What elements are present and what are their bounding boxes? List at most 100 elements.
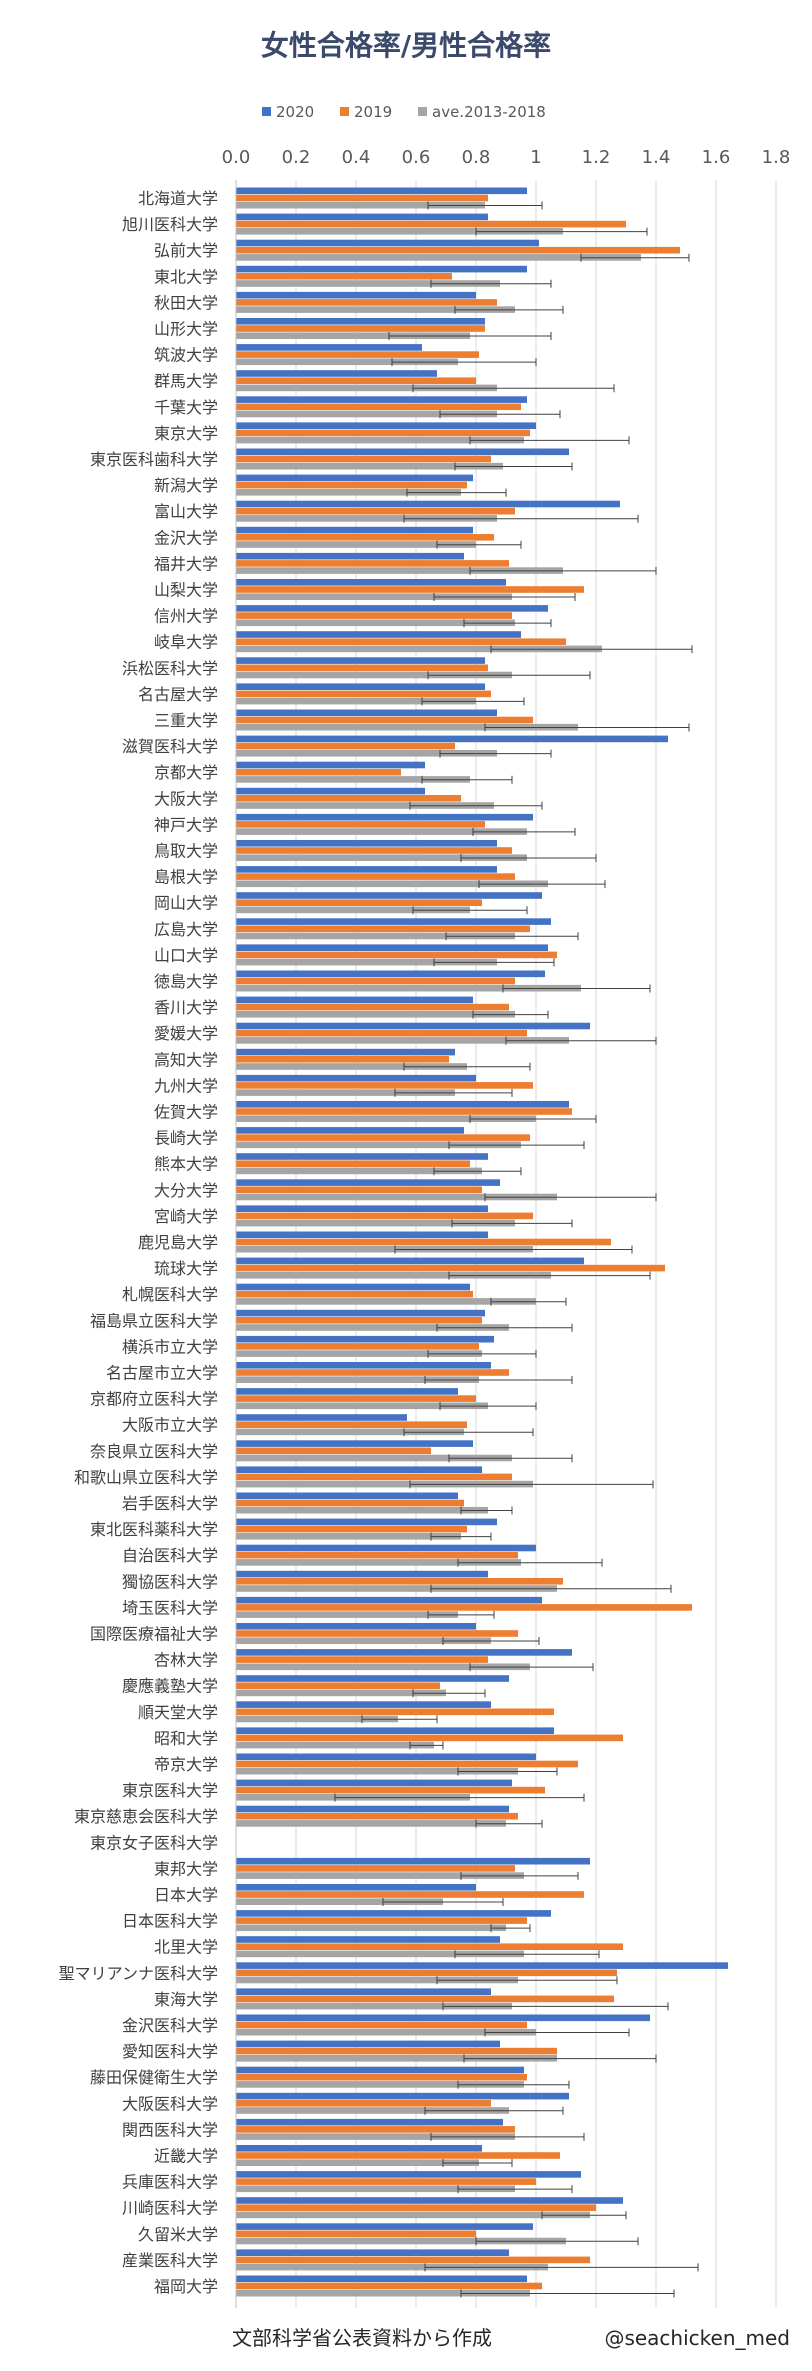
bar-ave	[236, 593, 512, 600]
x-axis-ticks: 0.0 0.2 0.4 0.6 0.8 1 1.2 1.4 1.6 1.8	[222, 147, 791, 168]
bar-ave	[236, 1350, 482, 1357]
bar-ave	[236, 750, 497, 757]
bar-2019	[236, 1630, 518, 1637]
bar-2020	[236, 2249, 509, 2256]
bar-2020	[236, 657, 485, 664]
bar-ave	[236, 1245, 533, 1253]
bar-ave	[236, 984, 581, 992]
y-axis-label: 藤田保健衛生大学	[90, 2068, 218, 2087]
bar-2019	[236, 925, 530, 933]
bar-ave	[236, 332, 470, 339]
bar-2019	[236, 612, 512, 619]
bar-2019	[236, 1290, 473, 1298]
bar-2020	[236, 2040, 500, 2048]
bar-ave	[236, 254, 641, 261]
x-tick-label: 1.8	[762, 147, 791, 168]
bar-2019	[236, 1108, 572, 1115]
bar-2020	[236, 761, 425, 769]
bar-ave	[236, 201, 485, 209]
bar-2020	[236, 840, 497, 847]
bar-2019	[236, 1917, 527, 1924]
bar-2019	[236, 507, 515, 515]
y-axis-label: 山梨大学	[154, 581, 218, 600]
y-axis-label: 国際医療福祉大学	[90, 1625, 218, 1644]
y-axis-label: 獨協医科大学	[122, 1572, 218, 1591]
bar-2020	[236, 579, 506, 586]
bar-2019	[236, 2204, 596, 2211]
bar-ave	[236, 280, 500, 287]
bar-2019	[236, 1473, 512, 1481]
bar-2019	[236, 1186, 482, 1194]
bar-2020	[236, 2118, 503, 2126]
bar-2020	[236, 605, 548, 612]
bar-2020	[236, 709, 497, 717]
bar-2019	[236, 2047, 557, 2055]
bar-2020	[236, 1753, 536, 1761]
y-axis-label: 名古屋大学	[138, 685, 218, 704]
bar-2020	[236, 552, 464, 560]
bar-2020	[236, 1257, 584, 1265]
bar-ave	[236, 358, 458, 366]
bar-ave	[236, 880, 548, 888]
y-axis-label: 東邦大学	[154, 1859, 218, 1878]
bar-2019	[236, 1578, 563, 1585]
y-axis-label: 琉球大学	[154, 1259, 218, 1278]
bar-ave	[236, 1402, 488, 1410]
bar-2020	[236, 970, 545, 978]
x-tick-label: 0.4	[342, 147, 371, 168]
bar-2020	[236, 2014, 650, 2022]
y-axis-label: 福岡大学	[154, 2277, 218, 2296]
bar-ave	[236, 1767, 518, 1775]
bar-ave	[236, 1715, 398, 1723]
bar-2020	[236, 2066, 524, 2074]
bar-2019	[236, 742, 455, 750]
bar-2019	[236, 2256, 590, 2264]
bar-2020	[236, 2145, 482, 2152]
bar-ave	[236, 1741, 434, 1749]
bar-2019	[236, 1656, 488, 1663]
bar-ave	[236, 1637, 491, 1644]
bar-2019	[236, 246, 680, 254]
legend-swatch-0	[262, 107, 271, 116]
bar-ave	[236, 1298, 536, 1305]
y-axis-label: 愛知医科大学	[122, 2042, 218, 2061]
bar-ave	[236, 541, 476, 548]
y-axis-label: 山口大学	[154, 946, 218, 965]
y-axis-label: 大分大学	[154, 1181, 218, 1200]
bar-2020	[236, 1544, 536, 1552]
bar-2019	[236, 2230, 476, 2238]
bar-2020	[236, 1179, 500, 1186]
bar-ave	[236, 776, 470, 783]
bar-ave	[236, 1585, 557, 1592]
bar-2020	[236, 213, 488, 221]
bar-2019	[236, 325, 485, 332]
y-axis-label: 高知大学	[154, 1050, 218, 1069]
bar-ave	[236, 2081, 524, 2088]
bar-2019	[236, 2126, 515, 2133]
bar-2020	[236, 474, 473, 482]
bar-ave	[236, 2055, 557, 2062]
y-axis-label: 信州大学	[154, 607, 218, 626]
bar-2020	[236, 1570, 488, 1578]
bars	[236, 187, 728, 2297]
bar-2019	[236, 795, 461, 802]
y-axis-label: 旭川医科大学	[122, 215, 218, 234]
y-axis-label: 群馬大学	[154, 372, 218, 391]
bar-2019	[236, 1317, 482, 1324]
bar-ave	[236, 1559, 521, 1566]
bar-2020	[236, 1675, 509, 1682]
bar-2020	[236, 1440, 473, 1447]
bar-2019	[236, 716, 533, 724]
bar-2020	[236, 1101, 569, 1108]
bar-2020	[236, 996, 473, 1004]
bar-ave	[236, 671, 512, 679]
bar-2019	[236, 586, 584, 593]
y-axis-label: 熊本大学	[154, 1155, 218, 1174]
bar-ave	[236, 1663, 530, 1671]
bar-2019	[236, 1395, 476, 1402]
y-axis-label: 日本大学	[154, 1886, 218, 1905]
bar-2020	[236, 1283, 470, 1291]
bar-2019	[236, 2100, 491, 2107]
bar-ave	[236, 384, 497, 392]
y-axis-label: 長崎大学	[154, 1129, 218, 1148]
